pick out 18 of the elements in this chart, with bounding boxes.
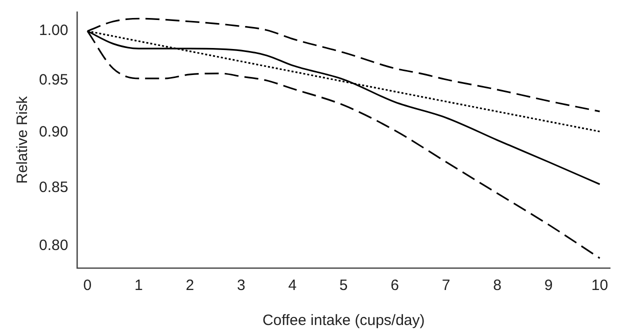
x-tick-label: 7 bbox=[442, 277, 450, 294]
y-tick-label: 0.85 bbox=[38, 178, 68, 196]
x-tick-label: 0 bbox=[83, 277, 92, 294]
y-tick-label: 0.90 bbox=[38, 124, 68, 141]
x-tick-label: 8 bbox=[493, 277, 502, 294]
y-tick-label: 1.00 bbox=[38, 22, 68, 40]
y-axis-title: Relative Risk bbox=[14, 96, 32, 184]
x-tick-label: 5 bbox=[339, 277, 348, 294]
y-tick-label: 0.80 bbox=[38, 237, 68, 254]
y-tick-label: 0.95 bbox=[38, 72, 68, 89]
x-tick-label: 6 bbox=[390, 277, 399, 294]
x-tick-label: 1 bbox=[134, 277, 143, 294]
x-tick-label: 4 bbox=[288, 277, 297, 294]
x-tick-label: 2 bbox=[186, 277, 194, 294]
x-tick-label: 9 bbox=[544, 277, 553, 294]
x-axis-title: Coffee intake (cups/day) bbox=[262, 312, 425, 330]
x-tick-label: 10 bbox=[591, 277, 608, 294]
x-tick-label: 3 bbox=[236, 277, 246, 294]
